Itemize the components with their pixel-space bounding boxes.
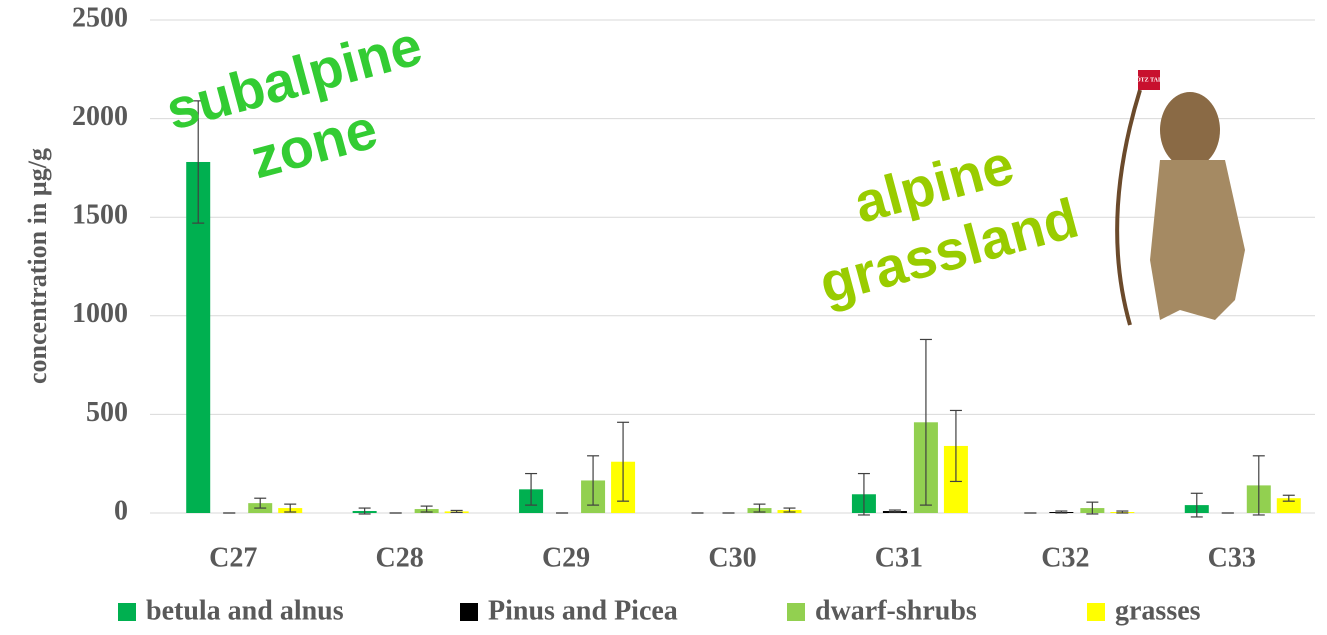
y-tick-label: 2000 <box>72 101 128 132</box>
legend-label: betula and alnus <box>146 595 344 626</box>
figure-bow <box>1117 90 1140 325</box>
logo-text: ÖTZ TAL <box>1136 76 1162 83</box>
figure-head <box>1160 92 1220 168</box>
figure-body <box>1150 160 1245 320</box>
chart: concentration in µg/g 0 500 1000 1500 2000 25… <box>0 0 1327 635</box>
legend-label: Pinus and Picea <box>488 595 678 626</box>
legend-swatch <box>1087 603 1105 621</box>
legend-label: grasses <box>1115 595 1201 626</box>
x-tick-label: C32 <box>1041 542 1089 573</box>
x-tick-label: C30 <box>708 542 756 573</box>
y-tick-label: 2500 <box>72 2 128 33</box>
y-tick-label: 1000 <box>72 298 128 329</box>
x-tick-label: C28 <box>376 542 424 573</box>
legend-label: dwarf-shrubs <box>815 595 977 626</box>
x-tick-label: C33 <box>1208 542 1256 573</box>
illustration: ÖTZ TAL <box>1117 70 1245 325</box>
y-tick-label: 500 <box>86 397 128 428</box>
x-tick-label: C31 <box>875 542 923 573</box>
x-tick-label: C27 <box>209 542 257 573</box>
legend-swatch <box>787 603 805 621</box>
x-tick-label: C29 <box>542 542 590 573</box>
y-tick-label: 0 <box>114 495 128 526</box>
error-bar <box>889 510 901 512</box>
y-tick-label: 1500 <box>72 200 128 231</box>
legend-swatch <box>460 603 478 621</box>
y-axis-label: concentration in µg/g <box>23 148 52 384</box>
legend-swatch <box>118 603 136 621</box>
